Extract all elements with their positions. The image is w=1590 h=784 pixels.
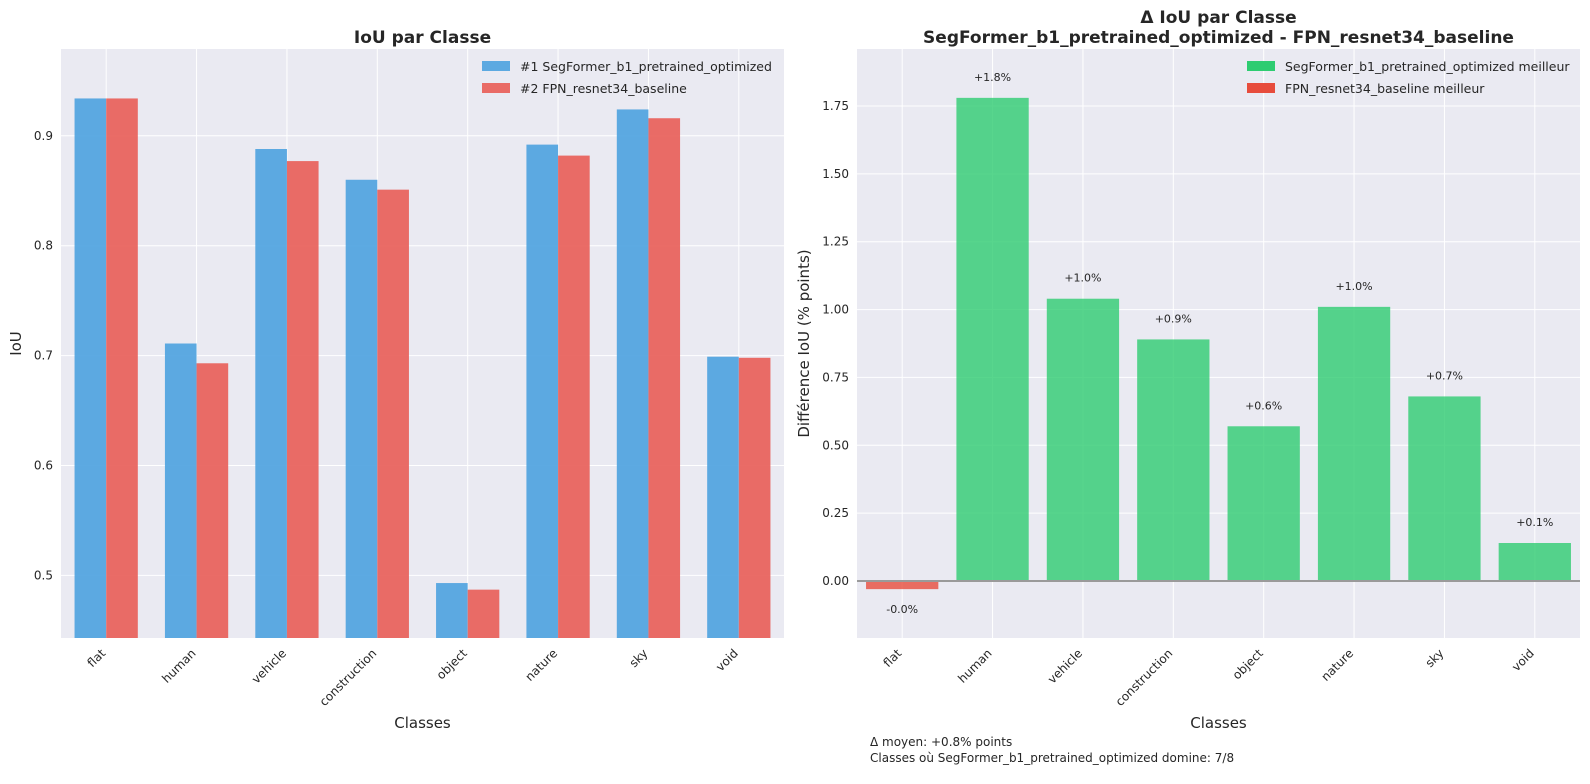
delta-bar — [1408, 396, 1481, 581]
bar-segformer — [436, 583, 468, 638]
x-tick-label: nature — [1318, 646, 1356, 684]
legend-swatch — [482, 83, 510, 93]
x-tick-label: sky — [627, 646, 651, 670]
x-tick-label: sky — [1423, 646, 1447, 670]
y-tick-label: 1.50 — [822, 167, 849, 181]
x-tick-label: void — [1509, 646, 1537, 674]
x-tick-label: void — [713, 646, 741, 674]
bar-fpn — [196, 363, 229, 638]
delta-value-label: -0.0% — [886, 603, 918, 616]
x-tick-label: human — [159, 646, 198, 685]
iou-per-class-chart: 0.5 0.6 0.7 0.8 0.9 flat human vehicle construct… — [7, 28, 784, 732]
mean-delta-note: Δ moyen: +0.8% points — [870, 735, 1012, 749]
y-tick-label: 0.7 — [34, 349, 53, 363]
x-axis-label: Classes — [1190, 714, 1247, 732]
bar-fpn — [648, 118, 681, 638]
x-tick-label: human — [955, 646, 994, 685]
y-tick-label: 0.6 — [34, 458, 53, 472]
delta-value-label: +0.1% — [1516, 516, 1553, 529]
x-tick-label: flat — [85, 646, 109, 670]
y-tick-label: 0.75 — [822, 370, 849, 384]
legend-label: FPN_resnet34_baseline meilleur — [1285, 81, 1485, 96]
delta-bar — [1227, 426, 1300, 581]
y-tick-label: 1.00 — [822, 303, 849, 317]
legend-label: #2 FPN_resnet34_baseline — [520, 81, 687, 96]
bar-fpn — [738, 357, 771, 638]
x-tick-label: flat — [881, 646, 905, 670]
chart-title: Δ IoU par Classe — [1140, 8, 1296, 28]
delta-value-label: +1.0% — [1064, 272, 1101, 285]
delta-value-label: +0.6% — [1245, 399, 1282, 412]
y-tick-label: 0.8 — [34, 239, 53, 253]
delta-value-label: +1.8% — [974, 71, 1011, 84]
x-tick-label: object — [434, 646, 470, 682]
bar-fpn — [558, 155, 590, 638]
bar-segformer — [345, 179, 378, 638]
x-tick-label: nature — [522, 646, 560, 684]
delta-bar — [1317, 306, 1391, 581]
delta-iou-chart: 0.00 0.25 0.50 0.75 1.00 1.25 1.50 1.75 flat huma… — [795, 8, 1580, 732]
bar-segformer — [526, 144, 559, 639]
x-tick-label: object — [1230, 646, 1266, 682]
delta-value-label: +0.9% — [1155, 312, 1192, 325]
bar-segformer — [616, 109, 649, 639]
delta-bar — [1137, 339, 1210, 581]
y-axis-label: IoU — [7, 331, 25, 356]
bar-segformer — [164, 343, 197, 638]
bar-segformer — [74, 98, 107, 638]
y-tick-label: 1.75 — [822, 99, 849, 113]
delta-value-label: +1.0% — [1335, 280, 1372, 293]
y-tick-label: 0.5 — [34, 568, 53, 582]
y-tick-label: 0.50 — [822, 438, 849, 452]
x-tick-label: vehicle — [249, 646, 289, 686]
delta-bar — [866, 581, 939, 590]
y-tick-label: 1.25 — [822, 235, 849, 249]
y-tick-label: 0.00 — [822, 574, 849, 588]
delta-bar — [1046, 298, 1120, 581]
chart-title: IoU par Classe — [354, 28, 491, 48]
y-tick-label: 0.25 — [822, 506, 849, 520]
legend-swatch — [1247, 61, 1275, 71]
dominance-note: Classes où SegFormer_b1_pretrained_optim… — [870, 751, 1234, 765]
x-axis-label: Classes — [394, 714, 451, 732]
chart-subtitle: SegFormer_b1_pretrained_optimized - FPN_… — [923, 28, 1514, 48]
bar-fpn — [286, 161, 319, 638]
bar-fpn — [106, 98, 138, 638]
x-tick-label: vehicle — [1045, 646, 1085, 686]
delta-value-label: +0.7% — [1426, 369, 1463, 382]
y-tick-label: 0.9 — [34, 129, 53, 143]
legend-swatch — [482, 61, 510, 71]
legend-label: #1 SegFormer_b1_pretrained_optimized — [520, 59, 772, 74]
x-tick-label: construction — [1113, 646, 1176, 709]
bar-segformer — [707, 356, 739, 638]
delta-bar — [956, 97, 1029, 581]
bar-fpn — [467, 589, 500, 638]
y-axis-label: Différence IoU (% points) — [795, 249, 813, 437]
bar-segformer — [255, 148, 287, 638]
legend-label: SegFormer_b1_pretrained_optimized meille… — [1285, 59, 1570, 74]
x-tick-label: construction — [317, 646, 380, 709]
bar-fpn — [377, 189, 409, 638]
legend-swatch — [1247, 83, 1275, 93]
delta-bar — [1498, 543, 1571, 581]
